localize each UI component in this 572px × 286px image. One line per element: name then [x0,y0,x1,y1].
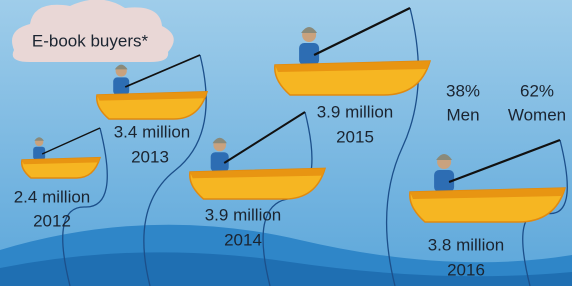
infographic: E-book buyers* 2.4 million 2012 3.4 mill… [0,0,572,286]
percent-label: 62% [520,81,554,100]
year-label: 2012 [33,211,71,230]
year-label: 2015 [336,127,374,146]
value-label: 3.4 million [114,122,191,141]
year-label: 2013 [131,147,169,166]
year-label: 2016 [447,260,485,279]
year-label: 2014 [224,230,262,249]
value-label: 3.9 million [205,205,282,224]
value-label: 3.9 million [317,102,394,121]
value-label: 2.4 million [14,187,91,206]
percent-label: 38% [446,81,480,100]
legend-label: E-book buyers* [32,31,149,50]
gender-label: Women [508,105,566,124]
value-label: 3.8 million [428,235,505,254]
gender-label: Men [446,105,479,124]
